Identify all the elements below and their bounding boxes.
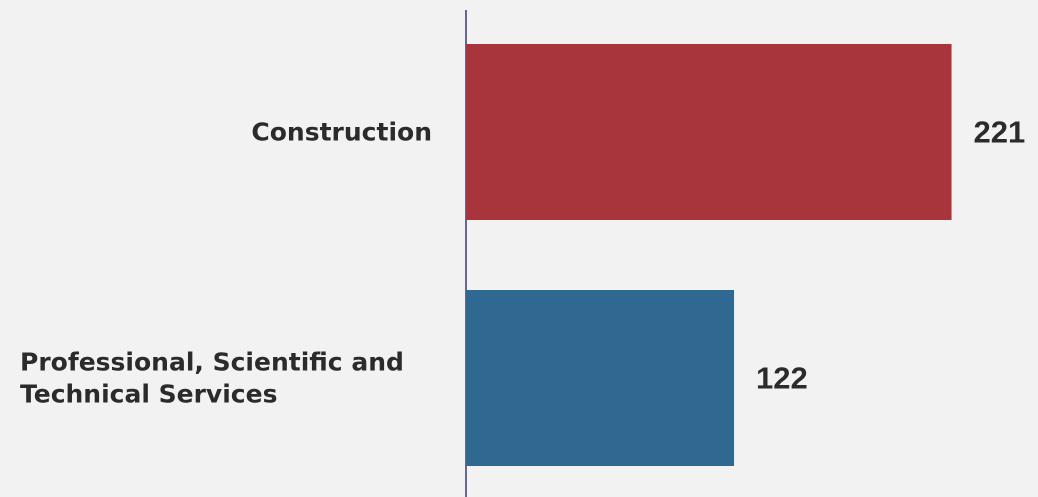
category-label-1-line-1: Technical Services: [20, 380, 277, 409]
value-label-1: 122: [756, 361, 808, 396]
category-label-0-line-0: Construction: [251, 118, 432, 147]
value-label-0: 221: [974, 115, 1026, 150]
bar-0: [466, 44, 952, 220]
category-labels-group: Construction Professional, Scientific and…: [20, 118, 432, 409]
category-label-1-line-0: Professional, Scientific and: [20, 348, 404, 377]
bars-group: [466, 44, 952, 466]
value-labels-group: 221 122: [756, 115, 1025, 396]
bar-1: [466, 290, 735, 466]
